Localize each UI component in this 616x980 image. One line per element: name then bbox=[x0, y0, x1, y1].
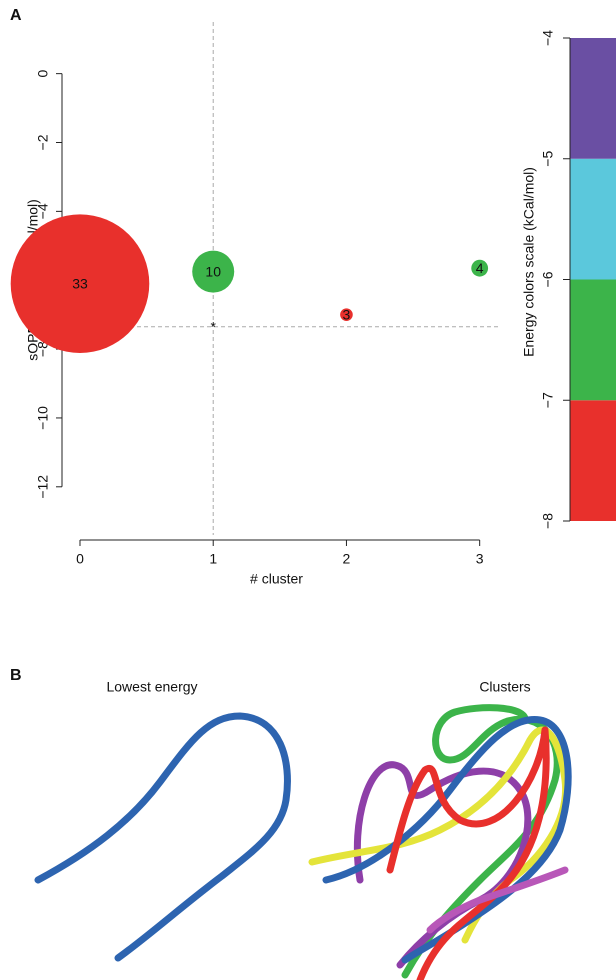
y-tick-label: −10 bbox=[35, 406, 51, 430]
x-tick-label: 2 bbox=[343, 551, 351, 567]
panel-title: Lowest energy bbox=[106, 679, 197, 695]
tube bbox=[34, 712, 291, 962]
x-tick-label: 0 bbox=[76, 551, 84, 567]
y-tick-label: −8 bbox=[35, 341, 51, 357]
color-segment bbox=[570, 279, 616, 401]
bubble bbox=[471, 259, 489, 277]
y-tick-label: −4 bbox=[35, 203, 51, 219]
bubble-label: 33 bbox=[72, 275, 88, 291]
bubble-label: 3 bbox=[343, 306, 351, 322]
panel-title: Clusters bbox=[479, 679, 530, 695]
bubble bbox=[10, 214, 150, 353]
cluster-structures bbox=[308, 704, 572, 980]
color-segment bbox=[570, 158, 616, 280]
panel-label: A bbox=[10, 7, 22, 24]
y-tick-label: −4 bbox=[540, 30, 556, 46]
y-tick-label: −6 bbox=[540, 271, 556, 287]
bubble bbox=[340, 308, 353, 321]
color-segment bbox=[570, 38, 616, 159]
y-tick-label: 0 bbox=[35, 70, 51, 78]
lowest-energy-structure bbox=[34, 712, 291, 962]
colorbar-title: Energy colors scale (kCal/mol) bbox=[521, 167, 537, 357]
bubble bbox=[192, 250, 235, 293]
y-tick-label: −7 bbox=[540, 392, 556, 408]
y-tick-label: −12 bbox=[35, 475, 51, 499]
y-tick-label: −5 bbox=[540, 151, 556, 167]
y-tick-label: −8 bbox=[540, 513, 556, 529]
color-segment bbox=[570, 400, 616, 521]
y-tick-label: −2 bbox=[35, 134, 51, 150]
x-axis-title: # cluster bbox=[250, 571, 303, 587]
annotation: * bbox=[210, 319, 216, 335]
x-tick-label: 3 bbox=[476, 551, 484, 567]
panel-label: B bbox=[10, 667, 22, 684]
bubble-label: 10 bbox=[205, 263, 221, 279]
x-tick-label: 1 bbox=[209, 551, 217, 567]
tube bbox=[426, 866, 569, 934]
bubble-label: 4 bbox=[476, 260, 484, 276]
